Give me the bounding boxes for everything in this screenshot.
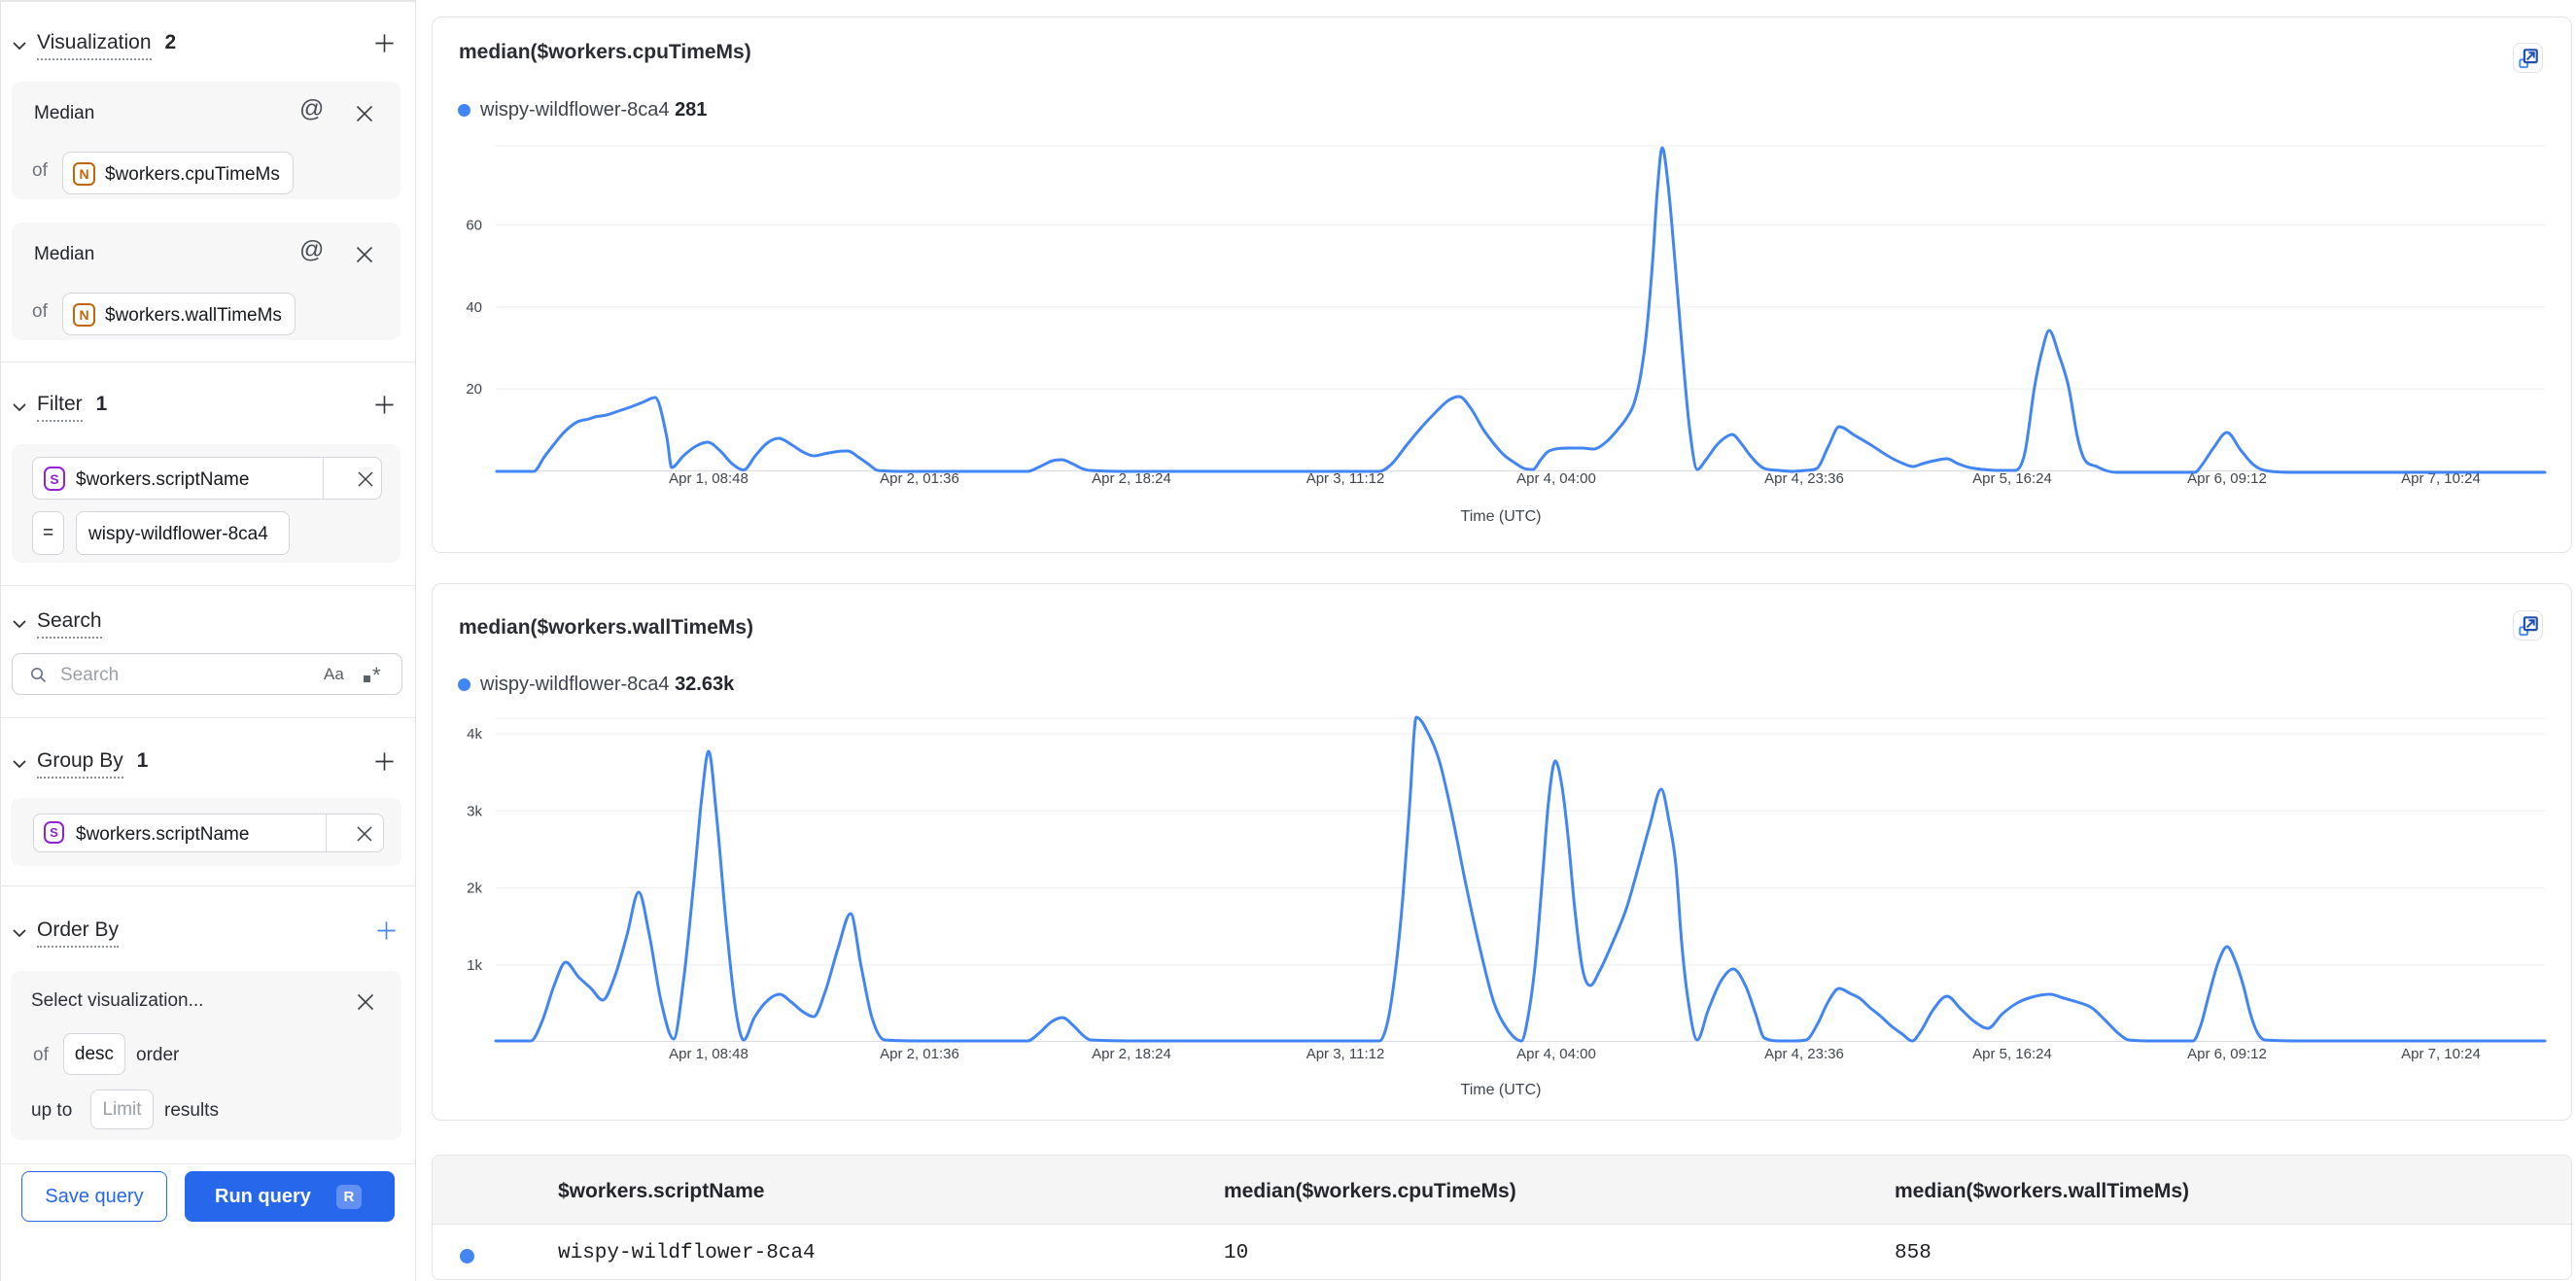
svg-text:1k: 1k bbox=[467, 957, 482, 974]
svg-text:*: * bbox=[372, 663, 381, 687]
svg-text:40: 40 bbox=[466, 299, 482, 316]
svg-text:Apr 4, 23:36: Apr 4, 23:36 bbox=[1764, 1046, 1844, 1062]
svg-text:60: 60 bbox=[466, 218, 482, 234]
svg-text:Apr 4, 04:00: Apr 4, 04:00 bbox=[1516, 1046, 1596, 1062]
svg-text:Apr 2, 01:36: Apr 2, 01:36 bbox=[880, 470, 959, 487]
svg-text:Apr 1, 08:48: Apr 1, 08:48 bbox=[669, 470, 748, 487]
svg-text:Apr 3, 11:12: Apr 3, 11:12 bbox=[1306, 470, 1385, 487]
svg-text:3k: 3k bbox=[467, 803, 482, 819]
svg-text:Apr 7, 10:24: Apr 7, 10:24 bbox=[2401, 470, 2481, 487]
svg-text:Apr 2, 18:24: Apr 2, 18:24 bbox=[1092, 470, 1171, 487]
svg-text:4k: 4k bbox=[467, 726, 482, 743]
svg-text:Apr 2, 18:24: Apr 2, 18:24 bbox=[1092, 1046, 1171, 1062]
svg-text:Apr 6, 09:12: Apr 6, 09:12 bbox=[2187, 1046, 2267, 1062]
svg-text:20: 20 bbox=[466, 381, 482, 398]
svg-text:Apr 7, 10:24: Apr 7, 10:24 bbox=[2401, 1046, 2481, 1062]
svg-text:Apr 1, 08:48: Apr 1, 08:48 bbox=[669, 1046, 748, 1062]
svg-text:Time (UTC): Time (UTC) bbox=[1461, 1082, 1542, 1098]
svg-text:Apr 5, 16:24: Apr 5, 16:24 bbox=[1972, 470, 2052, 487]
svg-text:Apr 2, 01:36: Apr 2, 01:36 bbox=[880, 1046, 959, 1062]
svg-text:Apr 4, 04:00: Apr 4, 04:00 bbox=[1516, 470, 1596, 487]
svg-text:Apr 3, 11:12: Apr 3, 11:12 bbox=[1306, 1046, 1385, 1062]
svg-text:Apr 5, 16:24: Apr 5, 16:24 bbox=[1972, 1046, 2052, 1062]
svg-text:Time (UTC): Time (UTC) bbox=[1461, 508, 1542, 525]
svg-text:Apr 6, 09:12: Apr 6, 09:12 bbox=[2187, 470, 2267, 487]
svg-text:2k: 2k bbox=[467, 881, 482, 897]
svg-text:Apr 4, 23:36: Apr 4, 23:36 bbox=[1764, 470, 1844, 487]
